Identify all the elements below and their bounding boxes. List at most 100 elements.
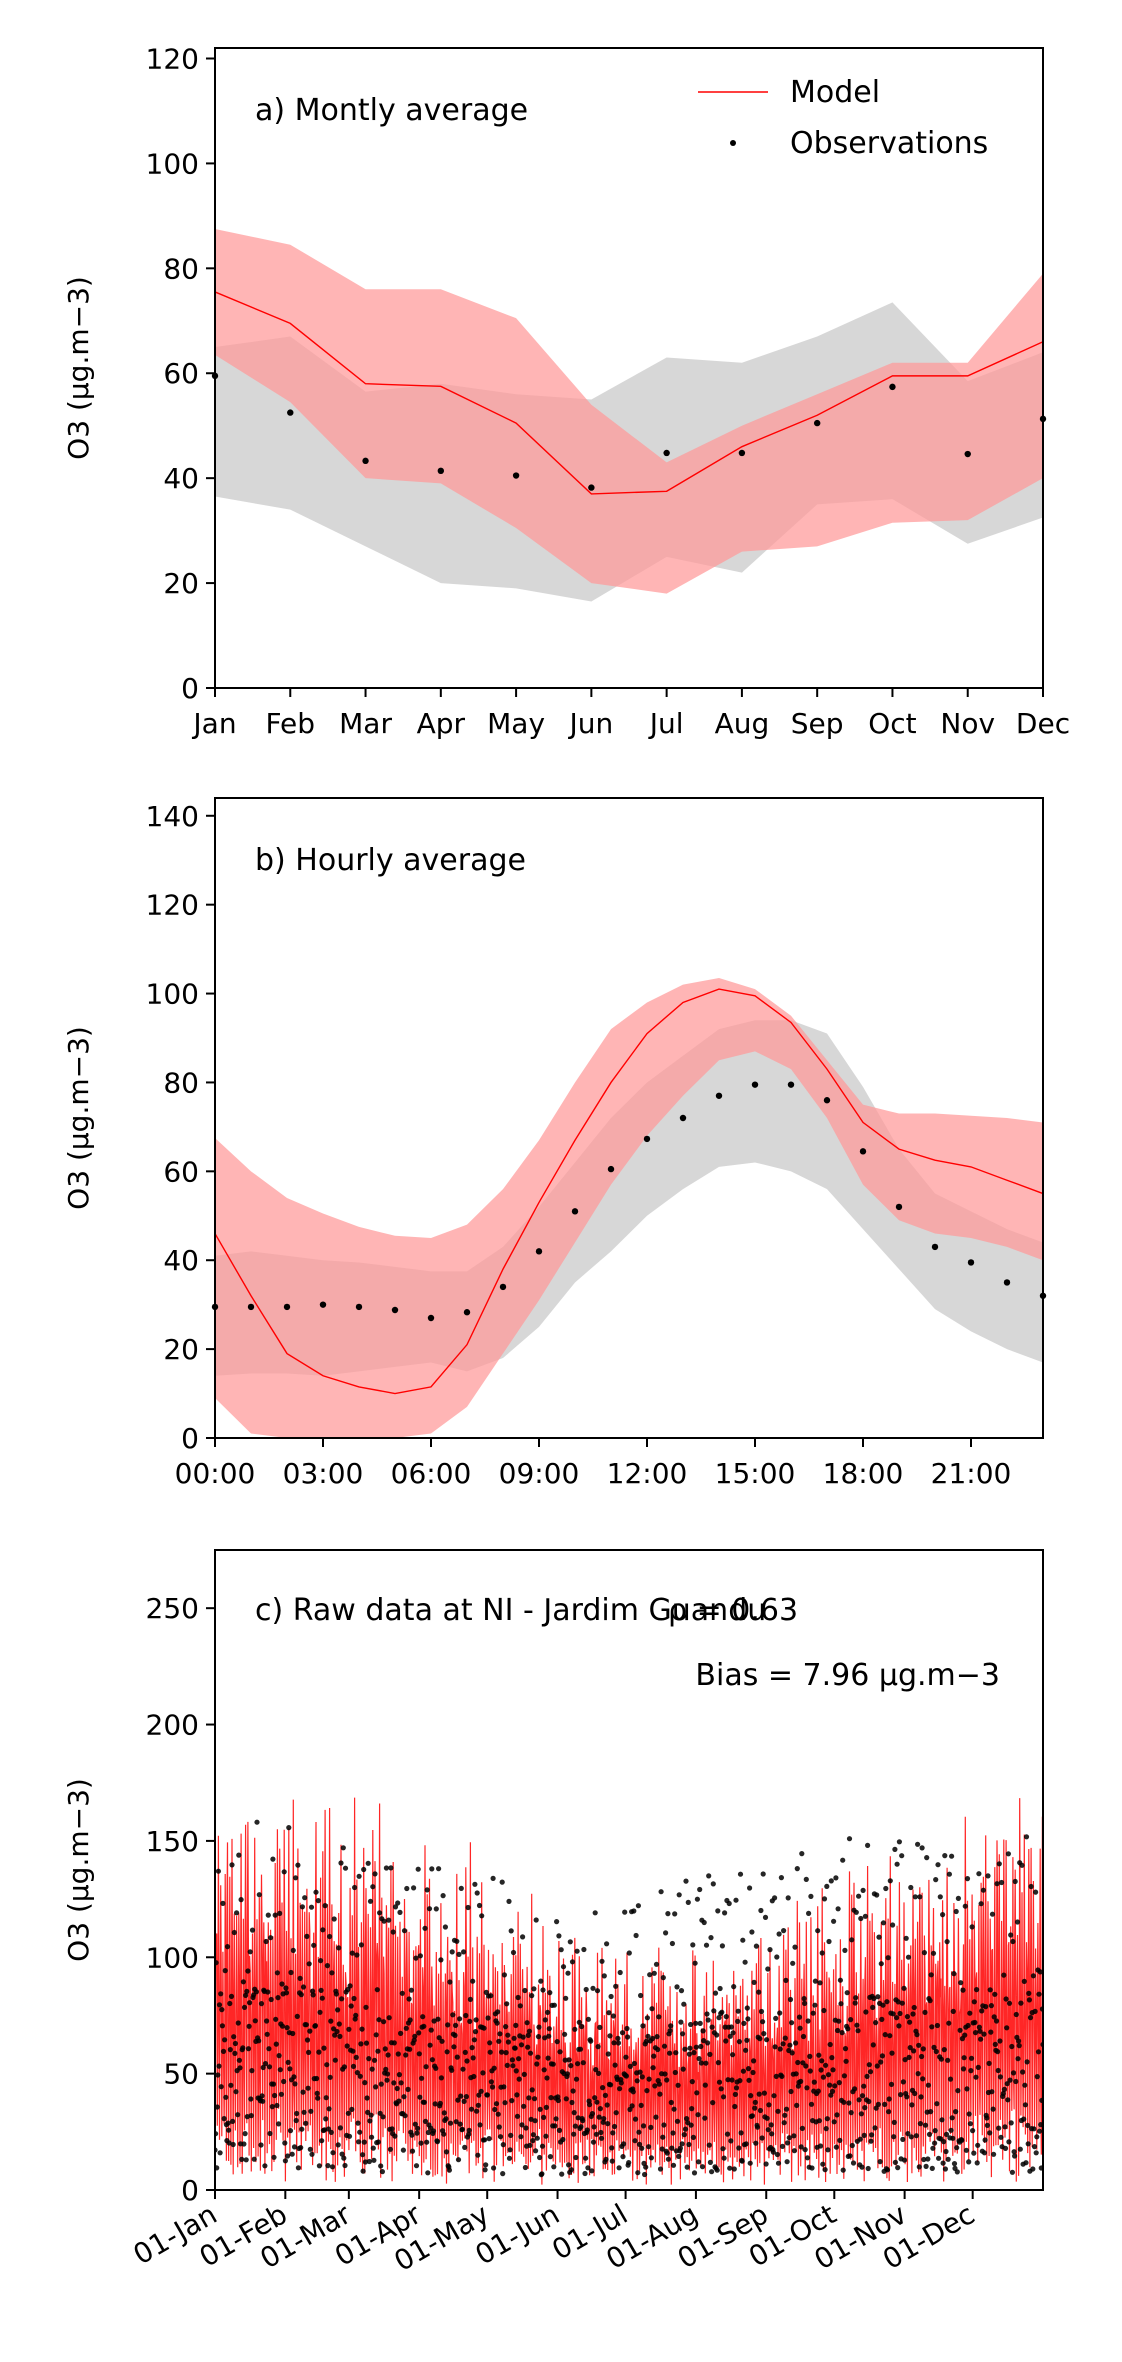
raw-observation-point bbox=[499, 1879, 505, 1885]
raw-observation-point bbox=[876, 1934, 882, 1940]
raw-observation-point bbox=[694, 1896, 701, 1902]
raw-observation-point bbox=[490, 1875, 496, 1881]
raw-observation-point bbox=[496, 2124, 502, 2130]
hourly-observation-point bbox=[283, 1303, 291, 1311]
raw-observation-point bbox=[620, 2154, 626, 2160]
raw-observation-point bbox=[672, 2069, 678, 2076]
raw-observation-point bbox=[504, 2062, 510, 2068]
raw-observation-point bbox=[554, 1919, 560, 1925]
raw-observation-point bbox=[287, 2066, 293, 2072]
raw-observation-point bbox=[924, 1855, 930, 1861]
raw-observation-point bbox=[693, 2020, 699, 2026]
raw-observation-point bbox=[815, 2088, 821, 2094]
raw-observation-point bbox=[989, 1911, 996, 1917]
raw-observation-point bbox=[882, 2032, 888, 2038]
raw-observation-point bbox=[457, 2121, 463, 2127]
raw-observation-point bbox=[386, 2015, 392, 2021]
raw-observation-point bbox=[300, 1984, 307, 1990]
raw-observation-point bbox=[537, 2154, 543, 2161]
raw-observation-point bbox=[300, 2089, 306, 2095]
raw-observation-point bbox=[282, 2158, 288, 2164]
raw-observation-point bbox=[413, 1955, 419, 1961]
raw-observation-point bbox=[729, 2077, 735, 2083]
raw-observation-point bbox=[247, 2000, 253, 2006]
raw-observation-point bbox=[378, 2163, 384, 2169]
raw-observation-point bbox=[516, 2056, 522, 2062]
raw-observation-point bbox=[865, 2165, 871, 2172]
raw-observation-point bbox=[322, 1903, 328, 1909]
raw-observation-point bbox=[807, 2053, 813, 2059]
raw-observation-point bbox=[977, 2028, 983, 2034]
hourly-plot-frame bbox=[214, 797, 1044, 1439]
raw-observation-point bbox=[329, 2164, 336, 2170]
monthly-xtick-label: Jul bbox=[648, 707, 684, 740]
raw-observation-point bbox=[403, 2025, 409, 2031]
raw-observation-point bbox=[399, 1990, 405, 1996]
raw-observation-point bbox=[413, 2163, 420, 2169]
raw-observation-point bbox=[276, 2053, 282, 2059]
raw-observation-point bbox=[949, 2115, 955, 2121]
raw-observation-point bbox=[835, 2027, 841, 2034]
raw-observation-point bbox=[611, 2123, 618, 2130]
raw-observation-point bbox=[765, 2127, 771, 2133]
raw-observation-point bbox=[227, 2000, 233, 2007]
raw-observation-point bbox=[397, 1909, 403, 1915]
raw-observation-point bbox=[545, 2055, 551, 2061]
raw-observation-point bbox=[302, 1895, 308, 1901]
raw-observation-point bbox=[978, 1901, 984, 1907]
raw-observation-point bbox=[553, 2116, 559, 2122]
hourly-uncertainty-bands bbox=[215, 978, 1043, 1438]
raw-observation-point bbox=[443, 2149, 450, 2155]
raw-observation-point bbox=[637, 2069, 643, 2075]
raw-observation-point bbox=[649, 2006, 655, 2012]
monthly-observation-point bbox=[889, 383, 896, 391]
raw-observation-point bbox=[249, 1927, 256, 1933]
raw-observation-point bbox=[985, 1873, 991, 1879]
raw-observation-point bbox=[315, 2095, 321, 2101]
raw-observation-point bbox=[794, 1866, 800, 1872]
raw-observation-point bbox=[702, 2082, 708, 2088]
raw-observation-point bbox=[578, 2124, 584, 2130]
raw-observation-point bbox=[529, 1993, 535, 1999]
raw-observation-point bbox=[370, 2145, 376, 2151]
raw-observation-point bbox=[853, 1995, 859, 2001]
raw-observation-point bbox=[219, 2023, 225, 2029]
raw-observation-point bbox=[493, 2101, 500, 2107]
raw-observation-point bbox=[975, 2064, 981, 2070]
raw-observation-point bbox=[491, 2065, 497, 2071]
raw-observation-point bbox=[925, 2082, 932, 2088]
raw-observation-point bbox=[333, 1991, 339, 1997]
raw-observation-point bbox=[499, 2049, 505, 2055]
raw-observation-point bbox=[238, 1897, 244, 1903]
raw-observation-point bbox=[686, 2141, 692, 2148]
raw-observation-point bbox=[325, 2163, 331, 2169]
raw-observation-point bbox=[987, 1987, 993, 1993]
raw-observation-point bbox=[891, 2134, 897, 2140]
raw-observation-point bbox=[357, 2129, 363, 2135]
raw-observation-point bbox=[931, 2044, 937, 2050]
raw-observation-point bbox=[289, 2151, 295, 2157]
raw-observation-point bbox=[497, 2134, 504, 2140]
raw-observation-point bbox=[544, 2075, 550, 2081]
raw-observation-point bbox=[751, 1979, 757, 1985]
raw-observation-point bbox=[597, 2106, 603, 2112]
raw-observation-point bbox=[688, 2021, 694, 2028]
raw-observation-point bbox=[457, 2016, 463, 2022]
raw-observation-point bbox=[342, 1865, 349, 1871]
raw-observation-point bbox=[767, 1947, 773, 1953]
raw-observation-point bbox=[682, 2126, 689, 2132]
raw-observation-point bbox=[418, 2140, 424, 2146]
raw-observation-point bbox=[703, 1942, 710, 1948]
raw-observation-point bbox=[281, 2078, 287, 2085]
raw-observation-point bbox=[516, 2076, 522, 2082]
raw-observation-point bbox=[646, 2144, 652, 2150]
raw-observation-point bbox=[500, 2171, 506, 2177]
raw-observation-point bbox=[243, 2157, 249, 2163]
raw-observation-point bbox=[446, 2167, 452, 2173]
raw-observation-point bbox=[505, 2039, 511, 2045]
raw-observation-point bbox=[604, 2102, 610, 2108]
hourly-xtick-label: 12:00 bbox=[607, 1457, 688, 1490]
raw-observation-point bbox=[842, 1947, 848, 1953]
raw-observation-point bbox=[945, 2156, 951, 2162]
raw-observation-point bbox=[806, 1910, 812, 1916]
